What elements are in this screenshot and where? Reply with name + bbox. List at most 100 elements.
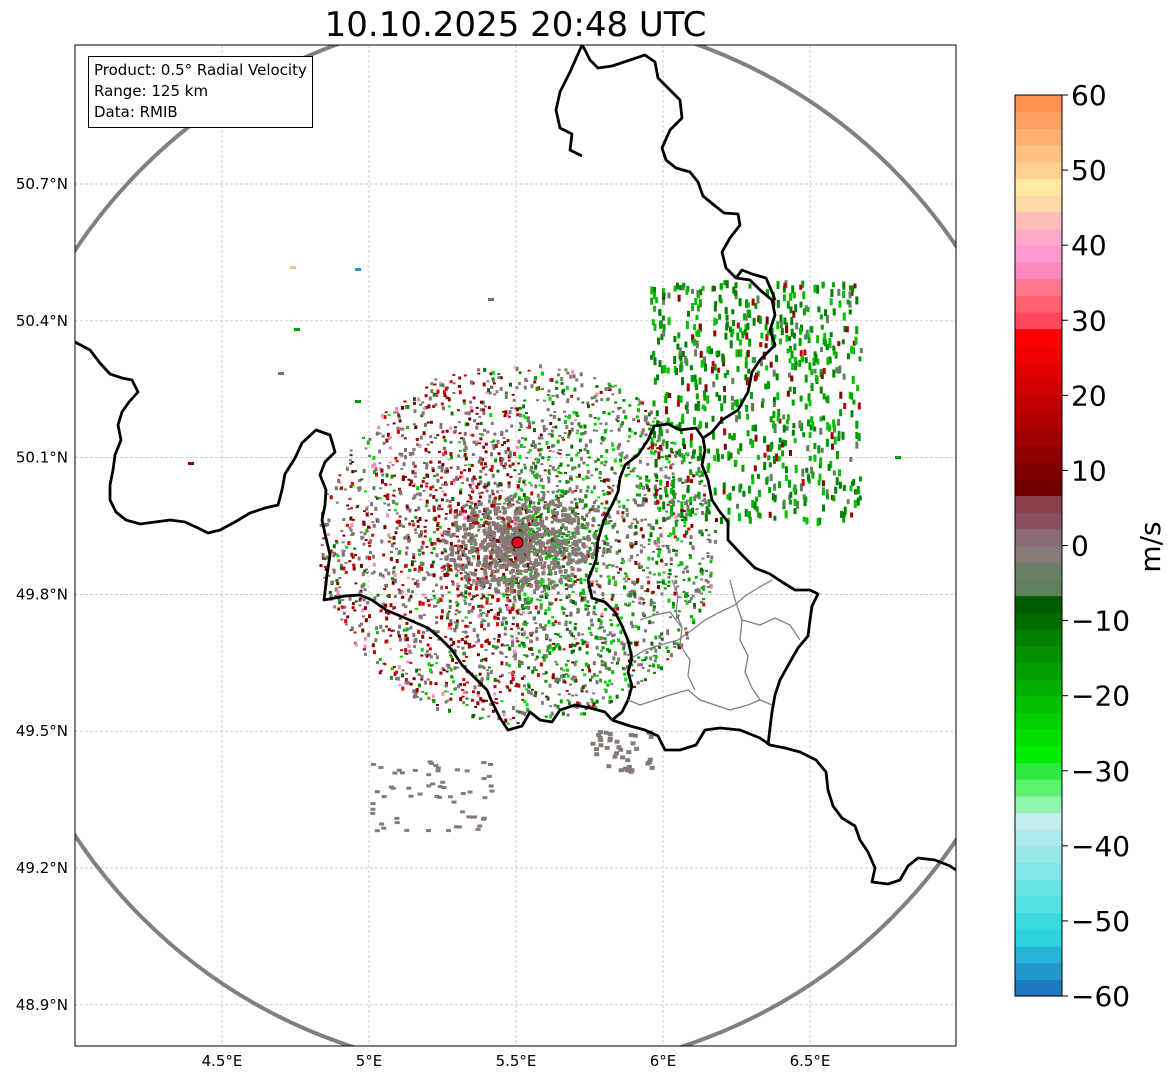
echo-gate: [587, 511, 591, 514]
echo-gate: [804, 403, 808, 410]
echo-gate: [522, 480, 526, 484]
echo-gate: [514, 407, 518, 410]
echo-gate: [655, 297, 659, 304]
echo-gate: [587, 605, 591, 607]
echo-gate: [408, 522, 412, 526]
echo-gate: [482, 666, 486, 670]
echo-gate: [654, 654, 658, 659]
echo-gate: [630, 555, 634, 559]
echo-gate: [510, 407, 514, 409]
echo-gate: [472, 581, 475, 585]
echo-gate: [759, 342, 763, 348]
echo-gate: [573, 527, 577, 530]
echo-gate: [689, 469, 693, 475]
echo-gate: [800, 423, 804, 431]
echo-gate: [606, 683, 610, 687]
echo-gate: [605, 551, 609, 554]
echo-gate: [805, 517, 809, 525]
echo-gate: [661, 544, 665, 547]
echo-gate: [451, 657, 455, 662]
echo-gate: [395, 520, 399, 523]
echo-gate: [585, 475, 589, 480]
echo-gate: [511, 534, 516, 539]
echo-gate: [434, 403, 438, 407]
echo-gate: [547, 394, 551, 397]
echo-gate: [577, 632, 581, 637]
echo-gate: [459, 697, 463, 701]
echo-gate: [391, 580, 395, 585]
echo-gate: [516, 611, 520, 615]
echo-gate: [466, 500, 470, 503]
echo-gate: [465, 681, 469, 684]
echo-gate: [649, 450, 653, 455]
echo-gate: [465, 642, 469, 645]
echo-gate: [402, 525, 406, 528]
echo-gate: [394, 816, 400, 820]
echo-gate: [554, 660, 558, 663]
echo-gate: [662, 330, 666, 337]
echo-gate: [567, 454, 571, 456]
echo-gate: [544, 671, 548, 675]
echo-gate: [386, 513, 389, 518]
echo-gate: [434, 605, 438, 608]
echo-gate: [763, 462, 767, 470]
echo-gate: [721, 353, 725, 362]
echo-gate: [477, 561, 482, 566]
echo-gate: [430, 441, 434, 444]
echo-gate: [418, 668, 422, 671]
echo-gate: [547, 578, 551, 581]
echo-gate: [646, 588, 650, 593]
echo-gate: [519, 587, 524, 592]
echo-gate: [577, 519, 580, 524]
echo-gate: [637, 419, 640, 423]
echo-gate: [550, 711, 554, 716]
echo-gate: [736, 448, 740, 455]
border-de-lu: [734, 268, 777, 301]
echo-gate: [433, 764, 439, 768]
echo-gate: [601, 597, 605, 600]
echo-gate: [462, 678, 466, 682]
echo-gate: [826, 315, 829, 324]
echo-gate: [611, 634, 615, 638]
echo-gate: [462, 535, 467, 540]
echo-gate: [649, 602, 653, 607]
echo-gate: [540, 437, 544, 440]
echo-gate: [843, 326, 847, 332]
echo-gate: [559, 599, 563, 601]
latitude-labels: 50.7°N50.4°N50.1°N49.8°N49.5°N49.2°N48.9…: [16, 175, 68, 1014]
echo-gate: [555, 485, 559, 488]
echo-gate: [583, 448, 587, 451]
echo-gate: [537, 436, 541, 440]
echo-gate: [385, 625, 389, 628]
echo-gate: [748, 485, 751, 494]
echo-gate: [482, 699, 486, 703]
echo-gate: [420, 567, 424, 571]
echo-gate: [511, 503, 515, 506]
echo-gate: [411, 451, 415, 456]
echo-gate: [784, 510, 788, 519]
echo-gate: [409, 479, 413, 484]
echo-gate: [672, 526, 676, 529]
echo-gate: [499, 376, 503, 380]
echo-gate: [424, 596, 428, 599]
echo-gate: [647, 538, 651, 542]
echo-gate: [542, 584, 546, 589]
map-frame: [74, 44, 957, 1047]
echo-gate: [686, 408, 689, 414]
echo-gate: [428, 537, 432, 542]
echo-gate: [598, 730, 604, 735]
echo-gate: [629, 768, 635, 773]
echo-gate: [735, 399, 739, 408]
echo-gate: [607, 575, 611, 578]
echo-gate: [649, 656, 653, 661]
echo-gate: [502, 593, 506, 598]
echo-gate: [321, 553, 325, 557]
echo-gate: [634, 642, 638, 647]
echo-gate: [423, 535, 427, 538]
echo-gate: [521, 525, 526, 530]
echo-gate: [553, 562, 558, 567]
echo-gate: [549, 572, 553, 575]
echo-gate: [516, 407, 520, 412]
echo-gate: [756, 370, 760, 377]
echo-gate: [506, 516, 511, 521]
